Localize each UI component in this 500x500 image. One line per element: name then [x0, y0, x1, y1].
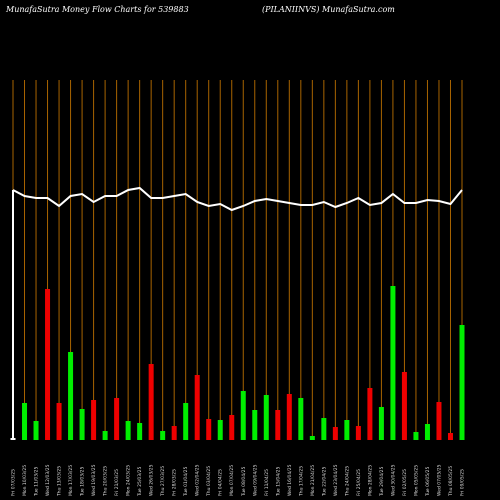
x-tick-label: Tue 15/04/25: [275, 467, 281, 497]
x-tick-label: Wed 23/04/25: [333, 464, 339, 496]
x-tick-label: Tue 25/03/25: [137, 467, 143, 497]
bar: [436, 402, 442, 440]
bar: [22, 403, 28, 440]
bar: [206, 419, 212, 440]
x-tick-label: Fri 21/03/25: [114, 469, 120, 496]
x-tick-label: Tue 06/05/25: [425, 467, 431, 497]
bar: [447, 433, 453, 440]
bar: [263, 395, 269, 440]
bar: [321, 418, 327, 440]
x-tick-label: Mon 10/03/25: [22, 465, 28, 496]
bar: [459, 325, 465, 440]
x-tick-label: Wed 09/04/25: [252, 464, 258, 496]
bar: [68, 352, 74, 440]
bar: [56, 403, 62, 440]
x-tick-label: Wed 02/04/25: [195, 464, 201, 496]
x-tick-label: Tue 22/04/25: [321, 467, 327, 497]
bar: [413, 432, 419, 440]
bar: [309, 436, 315, 440]
bar: [45, 289, 51, 440]
x-tick-label: Fri 04/04/25: [218, 469, 224, 496]
x-tick-label: Mon 21/04/25: [310, 465, 316, 496]
x-tick-label: Tue 18/03/25: [80, 467, 86, 497]
x-tick-label: Wed 26/03/25: [149, 464, 155, 496]
x-tick-label: Tue 08/04/25: [241, 467, 247, 497]
x-tick-label: Mon 28/04/25: [367, 465, 373, 496]
chart-title: MunafaSutra Money Flow Charts for 539883: [5, 5, 189, 14]
bar: [367, 388, 373, 440]
x-tick-label: Thu 03/04/25: [206, 466, 212, 497]
x-tick-label: Thu 13/03/25: [57, 466, 63, 497]
x-tick-label: Thu 24/04/25: [344, 466, 350, 497]
x-tick-label: Wed 12/03/25: [45, 464, 51, 496]
x-tick-label: Fri 09/05/25: [460, 469, 466, 496]
bar: [275, 410, 281, 440]
bar: [137, 423, 143, 440]
bar: [229, 415, 235, 440]
bar: [378, 407, 384, 440]
bar: [102, 431, 108, 440]
x-tick-label: Tue 29/04/25: [379, 467, 385, 497]
x-tick-label: Thu 08/05/25: [448, 466, 454, 497]
x-tick-label: Fri 07/03/25: [11, 469, 17, 496]
x-tick-label: Fri 28/03/25: [172, 469, 178, 496]
bar: [183, 403, 189, 440]
bar: [125, 421, 131, 440]
bar: [344, 420, 350, 440]
x-tick-label: Thu 20/03/25: [103, 466, 109, 497]
x-tick-label: Mon 07/04/25: [229, 465, 235, 496]
x-tick-label: Mon 17/03/25: [68, 465, 74, 496]
x-tick-label: Mon 24/03/25: [126, 465, 132, 496]
bar: [194, 375, 200, 440]
bar: [148, 364, 154, 440]
x-tick-label: Fri 11/04/25: [264, 469, 270, 496]
x-tick-label: Thu 17/04/25: [298, 466, 304, 497]
x-tick-label: Thu 27/03/25: [160, 466, 166, 497]
x-tick-label: Wed 07/05/25: [436, 464, 442, 496]
bar: [355, 426, 361, 440]
bar: [401, 372, 407, 440]
chart-subtitle: (PILANIINVS) MunafaSutra.com: [262, 5, 395, 14]
bar: [79, 409, 85, 440]
bar: [217, 420, 223, 440]
x-tick-label: Tue 11/03/25: [34, 467, 40, 497]
x-tick-label: Wed 16/04/25: [287, 464, 293, 496]
bar: [114, 398, 120, 440]
bar: [33, 421, 39, 440]
bar: [332, 427, 338, 440]
x-tick-label: Wed 19/03/25: [91, 464, 97, 496]
x-tick-label: Tue 01/04/25: [183, 467, 189, 497]
bar: [390, 286, 396, 440]
money-flow-line: [12, 186, 463, 212]
bar: [298, 398, 304, 440]
bar: [286, 394, 292, 440]
bar: [160, 431, 166, 440]
x-tick-label: Mon 05/05/25: [413, 465, 419, 496]
bar: [252, 410, 258, 440]
bar: [240, 391, 246, 440]
x-tick-label: Wed 30/04/25: [390, 464, 396, 496]
x-tick-label: Fri 02/05/25: [402, 469, 408, 496]
bar: [91, 400, 97, 440]
bar: [424, 424, 430, 440]
bar: [171, 426, 177, 440]
x-tick-label: Fri 25/04/25: [356, 469, 362, 496]
